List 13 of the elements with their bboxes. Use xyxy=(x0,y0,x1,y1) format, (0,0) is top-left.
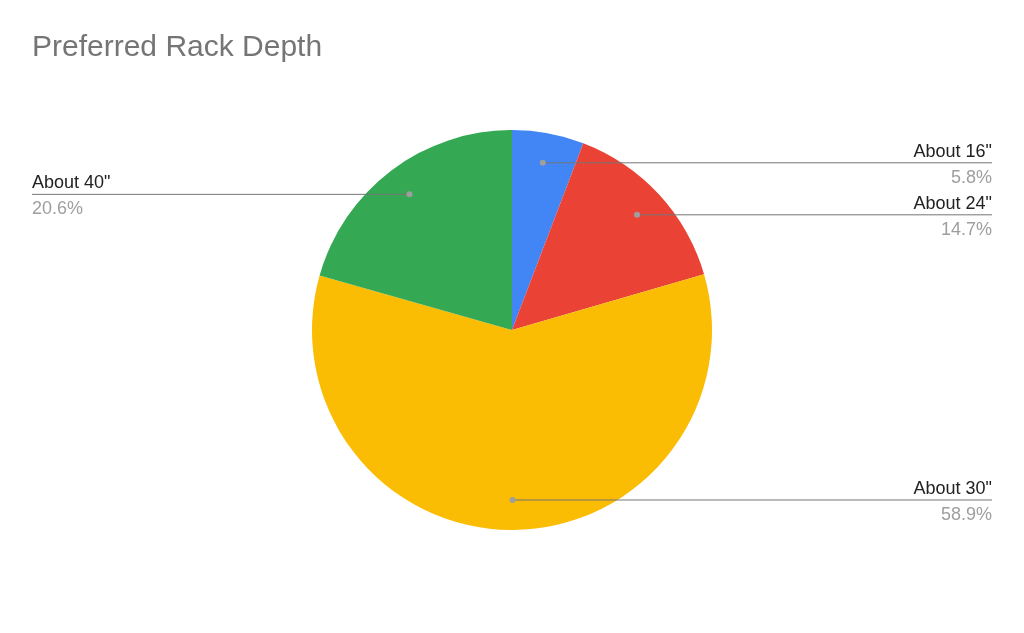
data-label: 20.6% xyxy=(32,198,84,219)
slice-label: About 40" xyxy=(32,172,111,193)
slice-label: About 24" xyxy=(913,192,992,213)
chart-title: Preferred Rack Depth xyxy=(32,29,323,62)
slice-label: About 30" xyxy=(913,478,992,498)
pie-slice xyxy=(512,130,584,330)
pie-slice xyxy=(319,130,512,330)
data-label: 58.9% xyxy=(940,504,992,524)
data-label: 5.8% xyxy=(950,166,992,187)
pie-slice xyxy=(312,274,712,530)
pie-slice xyxy=(512,143,705,330)
slice-label: About 16" xyxy=(913,140,992,161)
data-label: 14.7% xyxy=(940,218,992,239)
